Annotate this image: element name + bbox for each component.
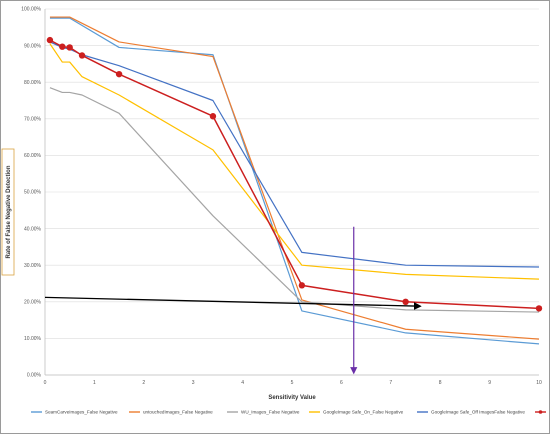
data-point <box>209 113 217 120</box>
legend-layer: SeamCarveImages_False Negative untouchedI… <box>31 410 546 415</box>
y-tick-label: 30.00% <box>24 263 42 269</box>
x-tick-label: 0 <box>44 380 47 386</box>
x-tick-label: 10 <box>536 380 542 386</box>
y-tick-label: 50.00% <box>24 190 42 196</box>
axes-layer <box>44 9 539 376</box>
data-point <box>78 52 86 59</box>
legend-label: untouchedImages_False Negative <box>143 410 213 415</box>
y-tick-label: 0.00% <box>27 373 42 379</box>
data-point <box>115 70 123 78</box>
x-tick-label: 6 <box>340 380 343 386</box>
y-tick-label: 60.00% <box>24 153 42 159</box>
series-line <box>49 87 540 313</box>
x-tick-label: 5 <box>291 380 294 386</box>
x-tick-label: 2 <box>142 380 145 386</box>
x-tick-label: 9 <box>488 380 491 386</box>
series-line <box>49 17 540 345</box>
series-layer <box>46 16 543 345</box>
data-point <box>66 44 73 51</box>
label-layer: 0.00% 10.00% 20.00% 30.00% 40.00% 50.00% 60.00… <box>1 7 542 401</box>
y-tick-label: 10.00% <box>24 336 42 342</box>
y-tick-label: 70.00% <box>24 117 42 123</box>
data-point <box>298 282 306 289</box>
legend-label: SeamCarveImages_False Negative <box>45 410 118 415</box>
legend-label: GoogleImage Safe_On_False Negative <box>323 410 404 415</box>
x-tick-label: 3 <box>192 380 195 386</box>
x-tick-label: 8 <box>439 380 442 386</box>
y-tick-label: 20.00% <box>24 300 42 306</box>
legend-label: GoogleImage Safe_Off ImagesFalse Negativ… <box>431 410 525 415</box>
data-point <box>402 298 409 305</box>
data-point <box>46 36 54 44</box>
legend-label: WU_Images_False Negative <box>241 410 300 415</box>
horizontal-reference-arrow <box>44 296 422 310</box>
y-tick-label: 100.00% <box>21 7 41 13</box>
data-point <box>535 305 543 312</box>
x-tick-label: 7 <box>389 380 392 386</box>
y-axis-title-box <box>1 148 15 276</box>
series-line <box>49 16 540 340</box>
x-tick-label: 4 <box>241 380 244 386</box>
series-line <box>49 43 540 280</box>
y-axis-title: Rate of False Negative Detection <box>6 165 12 258</box>
y-tick-label: 90.00% <box>24 43 42 49</box>
annotation-layer <box>44 226 422 375</box>
x-tick-label: 1 <box>93 380 96 386</box>
data-point <box>59 43 66 50</box>
x-axis-title: Sensitivity Value <box>268 395 316 401</box>
series-line <box>49 39 540 310</box>
grid-layer <box>45 8 539 376</box>
legend-marker <box>538 410 543 414</box>
y-tick-label: 40.00% <box>24 226 42 232</box>
y-tick-label: 80.00% <box>24 80 42 86</box>
